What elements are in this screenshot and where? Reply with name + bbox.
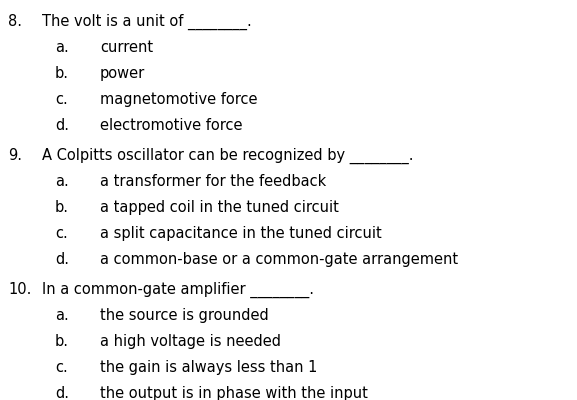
Text: d.: d. [55, 386, 69, 400]
Text: d.: d. [55, 252, 69, 267]
Text: In a common-gate amplifier ________.: In a common-gate amplifier ________. [42, 282, 314, 298]
Text: a transformer for the feedback: a transformer for the feedback [100, 174, 326, 189]
Text: d.: d. [55, 118, 69, 133]
Text: a split capacitance in the tuned circuit: a split capacitance in the tuned circuit [100, 226, 382, 241]
Text: a high voltage is needed: a high voltage is needed [100, 334, 281, 349]
Text: a.: a. [55, 40, 69, 55]
Text: a common-base or a common-gate arrangement: a common-base or a common-gate arrangeme… [100, 252, 458, 267]
Text: power: power [100, 66, 145, 81]
Text: b.: b. [55, 334, 69, 349]
Text: b.: b. [55, 66, 69, 81]
Text: the source is grounded: the source is grounded [100, 308, 269, 323]
Text: c.: c. [55, 226, 68, 241]
Text: c.: c. [55, 92, 68, 107]
Text: A Colpitts oscillator can be recognized by ________.: A Colpitts oscillator can be recognized … [42, 148, 414, 164]
Text: c.: c. [55, 360, 68, 375]
Text: a tapped coil in the tuned circuit: a tapped coil in the tuned circuit [100, 200, 339, 215]
Text: electromotive force: electromotive force [100, 118, 242, 133]
Text: a.: a. [55, 174, 69, 189]
Text: 8.: 8. [8, 14, 22, 29]
Text: current: current [100, 40, 153, 55]
Text: the output is in phase with the input: the output is in phase with the input [100, 386, 368, 400]
Text: a.: a. [55, 308, 69, 323]
Text: The volt is a unit of ________.: The volt is a unit of ________. [42, 14, 252, 30]
Text: magnetomotive force: magnetomotive force [100, 92, 257, 107]
Text: 10.: 10. [8, 282, 31, 297]
Text: 9.: 9. [8, 148, 22, 163]
Text: the gain is always less than 1: the gain is always less than 1 [100, 360, 317, 375]
Text: b.: b. [55, 200, 69, 215]
